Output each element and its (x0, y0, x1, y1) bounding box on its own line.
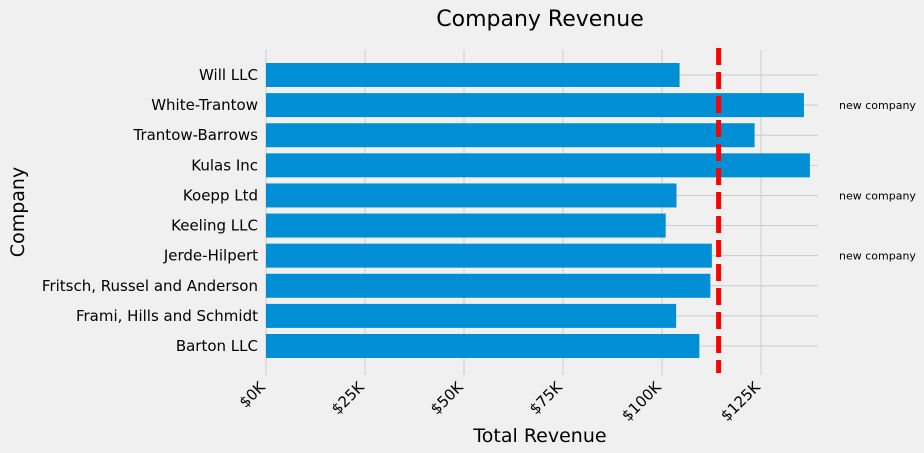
bar (266, 273, 711, 298)
y-tick-label: Koepp Ltd (183, 186, 258, 204)
annotations: new company new company new company (839, 99, 916, 263)
bar (266, 123, 755, 148)
bar (266, 303, 677, 328)
x-axis-label: Total Revenue (472, 425, 606, 447)
y-tick-label: Fritsch, Russel and Anderson (42, 277, 258, 295)
y-tick-label: White-Trantow (151, 96, 258, 114)
y-tick-label: Jerde-Hilpert (163, 247, 258, 265)
bar (266, 93, 804, 118)
y-tick-label: Frami, Hills and Schmidt (76, 307, 258, 325)
y-tick-label: Kulas Inc (191, 156, 258, 174)
y-axis-label: Company (7, 167, 29, 257)
annotation-new-company: new company (839, 189, 916, 202)
y-tick-label: Keeling LLC (171, 217, 258, 235)
bar (266, 153, 810, 178)
bar (266, 63, 680, 87)
y-tick-labels: Barton LLC Frami, Hills and Schmidt Fritsc… (42, 66, 258, 355)
y-tick-label: Will LLC (199, 66, 258, 84)
bars (266, 63, 810, 358)
y-tick-label: Trantow-Barrows (132, 126, 258, 144)
bar (266, 213, 666, 238)
bar (266, 243, 712, 268)
y-tick-label: Barton LLC (176, 337, 258, 355)
bar (266, 334, 700, 358)
annotation-new-company: new company (839, 250, 916, 263)
bar (266, 183, 677, 208)
annotation-new-company: new company (839, 99, 916, 112)
chart-title: Company Revenue (436, 7, 643, 32)
